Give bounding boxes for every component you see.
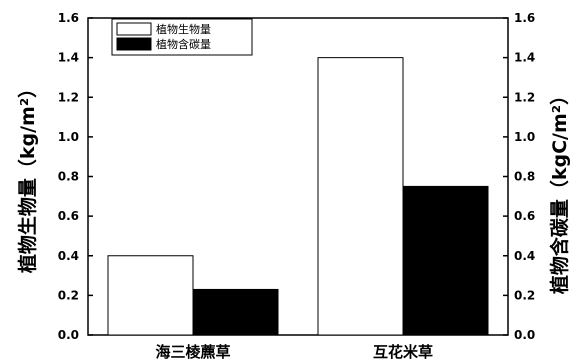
y-tick-label: 1.4 <box>58 51 79 65</box>
y-tick-label: 1.0 <box>58 130 79 144</box>
bar-carbon-0 <box>192 288 279 336</box>
x-category-label: 互花米草 <box>373 343 433 361</box>
y2-tick-label: 0.6 <box>514 209 535 223</box>
y2-tick-label: 0.4 <box>514 249 535 263</box>
y-tick-label: 1.2 <box>58 90 79 104</box>
bar-carbon-1 <box>402 185 489 336</box>
legend-swatch <box>116 37 152 51</box>
y-tick-label: 1.6 <box>58 11 79 25</box>
category-labels: 海三棱藨草 互花米草 <box>155 343 433 361</box>
y2-tick-label: 0.0 <box>514 328 535 342</box>
y2-tick-label: 1.0 <box>514 130 535 144</box>
y2-tick-label: 0.8 <box>514 170 535 184</box>
x-category-label: 海三棱藨草 <box>155 343 230 361</box>
y-tick-label: 0.4 <box>58 249 79 263</box>
y-tick-label: 0.0 <box>58 328 79 342</box>
bar-biomass-1 <box>317 57 404 336</box>
left-axis: 0.0 0.2 0.4 0.6 0.8 1.0 1.2 1.4 1.6 <box>58 11 93 342</box>
y-axis-title: 植物生物量（kg/m²） <box>16 79 39 273</box>
legend-label: 植物含碳量 <box>156 37 211 51</box>
y-tick-label: 0.2 <box>58 288 79 302</box>
y-tick-label: 0.6 <box>58 209 79 223</box>
right-axis: 0.0 0.2 0.4 0.6 0.8 1.0 1.2 1.4 1.6 <box>503 11 535 342</box>
y2-tick-label: 1.4 <box>514 51 535 65</box>
y2-tick-label: 0.2 <box>514 288 535 302</box>
y-tick-label: 0.8 <box>58 170 79 184</box>
legend-swatch <box>116 22 152 36</box>
bars <box>107 57 489 336</box>
legend-label: 植物生物量 <box>156 22 211 36</box>
bar-biomass-0 <box>107 255 194 336</box>
y2-axis-title: 植物含碳量（kgC/m²） <box>548 86 571 294</box>
y2-tick-label: 1.6 <box>514 11 535 25</box>
y2-tick-label: 1.2 <box>514 90 535 104</box>
